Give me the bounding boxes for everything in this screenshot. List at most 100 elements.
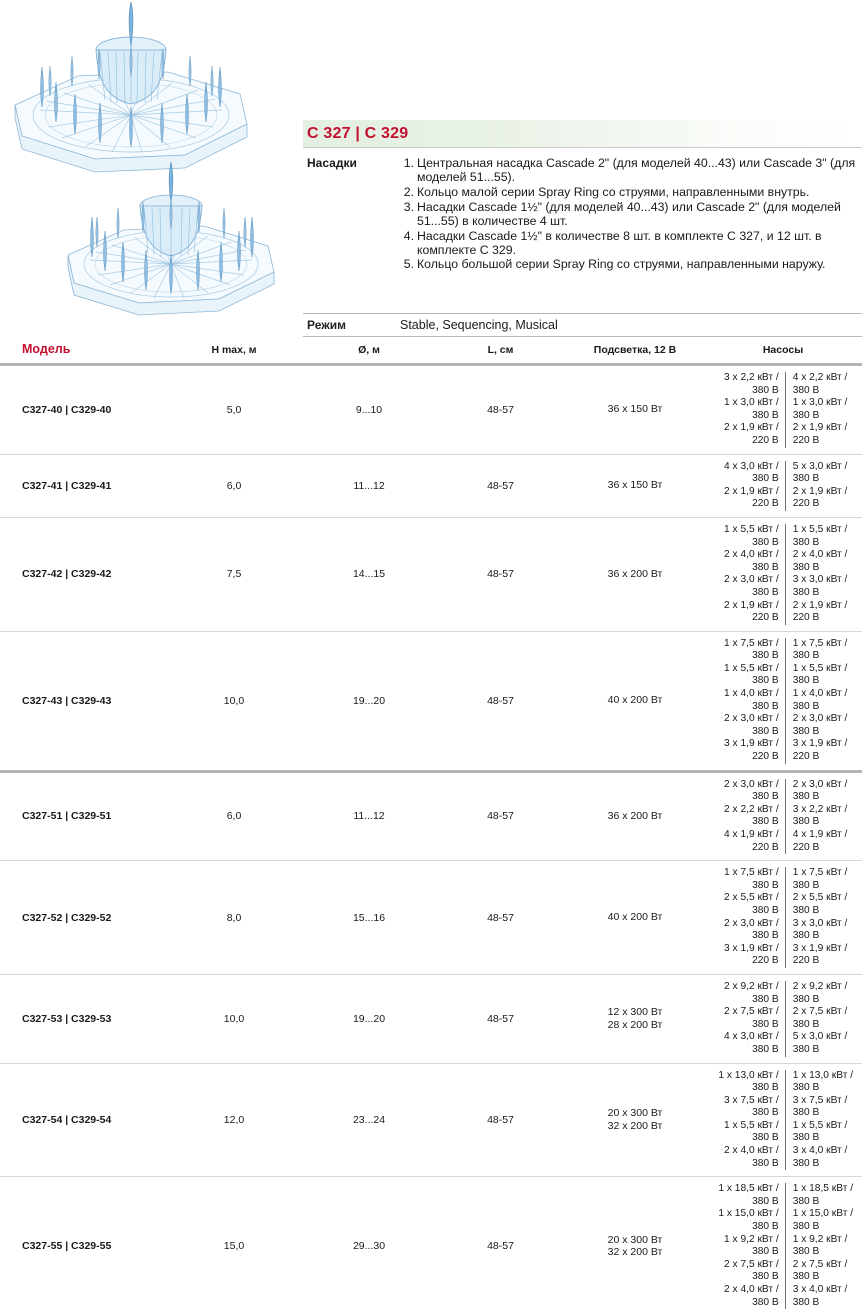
pumps-variant-c329: 2 x 9,2 кВт / 380 В 2 x 7,5 кВт / 380 В … xyxy=(785,981,862,1057)
pumps-variant-c327: 1 x 7,5 кВт / 380 В 1 x 5,5 кВт / 380 В … xyxy=(708,638,785,764)
cell-lighting: 36 x 200 Вт xyxy=(566,771,704,861)
pumps-wrapper: 1 x 18,5 кВт / 380 В 1 x 15,0 кВт / 380 … xyxy=(704,1183,862,1309)
cell-model: C327-54 | C329-54 xyxy=(0,1063,165,1177)
cell-lighting-text: 12 x 300 Вт 28 x 200 Вт xyxy=(608,1006,663,1031)
cell-diameter: 29...30 xyxy=(303,1177,435,1315)
cell-h-max: 6,0 xyxy=(165,454,303,517)
specification-table: Модель H max, м Ø, м L, см Подсветка, 12… xyxy=(0,337,862,1315)
cell-length: 48-57 xyxy=(435,631,566,771)
cell-pumps: 1 x 7,5 кВт / 380 В 2 x 5,5 кВт / 380 В … xyxy=(704,861,862,975)
cell-h-max: 15,0 xyxy=(165,1177,303,1315)
pumps-variant-c329: 1 x 7,5 кВт / 380 В 2 x 5,5 кВт / 380 В … xyxy=(785,867,862,968)
cell-diameter: 9...10 xyxy=(303,365,435,455)
cell-lighting: 12 x 300 Вт 28 x 200 Вт xyxy=(566,974,704,1063)
cell-h-max: 5,0 xyxy=(165,365,303,455)
column-header-lighting: Подсветка, 12 В xyxy=(566,337,704,365)
cell-length: 48-57 xyxy=(435,365,566,455)
pumps-variant-c327: 4 x 3,0 кВт / 380 В 2 x 1,9 кВт / 220 В xyxy=(708,461,785,511)
cell-diameter: 15...16 xyxy=(303,861,435,975)
pumps-variant-c329: 1 x 5,5 кВт / 380 В 2 x 4,0 кВт / 380 В … xyxy=(785,524,862,625)
cell-lighting-text: 36 x 200 Вт xyxy=(608,810,663,822)
cell-lighting-text: 40 x 200 Вт xyxy=(608,694,663,706)
table-header: Модель H max, м Ø, м L, см Подсветка, 12… xyxy=(0,337,862,365)
cell-length: 48-57 xyxy=(435,974,566,1063)
cell-h-max: 10,0 xyxy=(165,974,303,1063)
cell-model: C327-51 | C329-51 xyxy=(0,771,165,861)
pumps-variant-c329: 1 x 18,5 кВт / 380 В 1 x 15,0 кВт / 380 … xyxy=(785,1183,862,1309)
cell-lighting-text: 36 x 200 Вт xyxy=(608,568,663,580)
pumps-variant-c327: 1 x 5,5 кВт / 380 В 2 x 4,0 кВт / 380 В … xyxy=(708,524,785,625)
cell-lighting: 36 x 150 Вт xyxy=(566,365,704,455)
upper-fountain xyxy=(15,2,247,172)
column-header-diameter: Ø, м xyxy=(303,337,435,365)
cell-lighting: 20 x 300 Вт 32 x 200 Вт xyxy=(566,1063,704,1177)
cell-pumps: 3 x 2,2 кВт / 380 В 1 x 3,0 кВт / 380 В … xyxy=(704,365,862,455)
page-title: C 327 | C 329 xyxy=(303,125,408,143)
cell-pumps: 1 x 7,5 кВт / 380 В 1 x 5,5 кВт / 380 В … xyxy=(704,631,862,771)
fountain-drawing-svg xyxy=(0,0,300,345)
pumps-variant-c329: 2 x 3,0 кВт / 380 В 3 x 2,2 кВт / 380 В … xyxy=(785,779,862,855)
cell-length: 48-57 xyxy=(435,517,566,631)
cell-length: 48-57 xyxy=(435,861,566,975)
cell-lighting-text: 36 x 150 Вт xyxy=(608,479,663,491)
cell-length: 48-57 xyxy=(435,1063,566,1177)
pumps-variant-c329: 4 x 2,2 кВт / 380 В 1 x 3,0 кВт / 380 В … xyxy=(785,372,862,448)
cell-lighting-text: 20 x 300 Вт 32 x 200 Вт xyxy=(608,1107,663,1132)
list-item: Кольцо малой серии Spray Ring со струями… xyxy=(400,185,862,199)
cell-h-max: 6,0 xyxy=(165,771,303,861)
cell-pumps: 2 x 9,2 кВт / 380 В 2 x 7,5 кВт / 380 В … xyxy=(704,974,862,1063)
nozzles-label: Насадки xyxy=(303,156,400,272)
cell-model: C327-41 | C329-41 xyxy=(0,454,165,517)
column-header-h-max: H max, м xyxy=(165,337,303,365)
cell-model: C327-43 | C329-43 xyxy=(0,631,165,771)
pumps-wrapper: 2 x 9,2 кВт / 380 В 2 x 7,5 кВт / 380 В … xyxy=(704,981,862,1057)
cell-diameter: 11...12 xyxy=(303,454,435,517)
pumps-wrapper: 1 x 7,5 кВт / 380 В 1 x 5,5 кВт / 380 В … xyxy=(704,638,862,764)
cell-pumps: 1 x 13,0 кВт / 380 В 3 x 7,5 кВт / 380 В… xyxy=(704,1063,862,1177)
cell-diameter: 19...20 xyxy=(303,631,435,771)
pumps-wrapper: 3 x 2,2 кВт / 380 В 1 x 3,0 кВт / 380 В … xyxy=(704,372,862,448)
mode-section: Режим Stable, Sequencing, Musical xyxy=(303,313,862,337)
cell-length: 48-57 xyxy=(435,454,566,517)
cell-diameter: 19...20 xyxy=(303,974,435,1063)
cell-lighting: 36 x 200 Вт xyxy=(566,517,704,631)
fountain-illustration xyxy=(0,0,300,345)
cell-model: C327-55 | C329-55 xyxy=(0,1177,165,1315)
pumps-wrapper: 1 x 13,0 кВт / 380 В 3 x 7,5 кВт / 380 В… xyxy=(704,1070,862,1171)
mode-label: Режим xyxy=(303,318,400,332)
cell-h-max: 10,0 xyxy=(165,631,303,771)
pumps-variant-c329: 1 x 13,0 кВт / 380 В 3 x 7,5 кВт / 380 В… xyxy=(785,1070,862,1171)
pumps-wrapper: 1 x 5,5 кВт / 380 В 2 x 4,0 кВт / 380 В … xyxy=(704,524,862,625)
cell-model: C327-40 | C329-40 xyxy=(0,365,165,455)
cell-lighting: 40 x 200 Вт xyxy=(566,631,704,771)
cell-pumps: 1 x 5,5 кВт / 380 В 2 x 4,0 кВт / 380 В … xyxy=(704,517,862,631)
table-header-row: Модель H max, м Ø, м L, см Подсветка, 12… xyxy=(0,337,862,365)
list-item: Центральная насадка Cascade 2" (для моде… xyxy=(400,156,862,184)
pumps-variant-c327: 2 x 9,2 кВт / 380 В 2 x 7,5 кВт / 380 В … xyxy=(708,981,785,1057)
cell-model: C327-42 | C329-42 xyxy=(0,517,165,631)
cell-diameter: 11...12 xyxy=(303,771,435,861)
column-header-model: Модель xyxy=(0,337,165,365)
pumps-variant-c327: 1 x 13,0 кВт / 380 В 3 x 7,5 кВт / 380 В… xyxy=(708,1070,785,1171)
cell-h-max: 12,0 xyxy=(165,1063,303,1177)
list-item: Кольцо большой серии Spray Ring со струя… xyxy=(400,257,862,271)
specification-panel: C 327 | C 329 Насадки Центральная насадк… xyxy=(303,120,862,272)
list-item: Насадки Cascade 1½" в количестве 8 шт. в… xyxy=(400,229,862,257)
column-header-length: L, см xyxy=(435,337,566,365)
list-item: Насадки Cascade 1½" (для моделей 40...43… xyxy=(400,200,862,228)
cell-h-max: 8,0 xyxy=(165,861,303,975)
cell-pumps: 1 x 18,5 кВт / 380 В 1 x 15,0 кВт / 380 … xyxy=(704,1177,862,1315)
pumps-variant-c327: 1 x 7,5 кВт / 380 В 2 x 5,5 кВт / 380 В … xyxy=(708,867,785,968)
pumps-wrapper: 2 x 3,0 кВт / 380 В 2 x 2,2 кВт / 380 В … xyxy=(704,779,862,855)
nozzles-section: Насадки Центральная насадка Cascade 2" (… xyxy=(303,148,862,272)
